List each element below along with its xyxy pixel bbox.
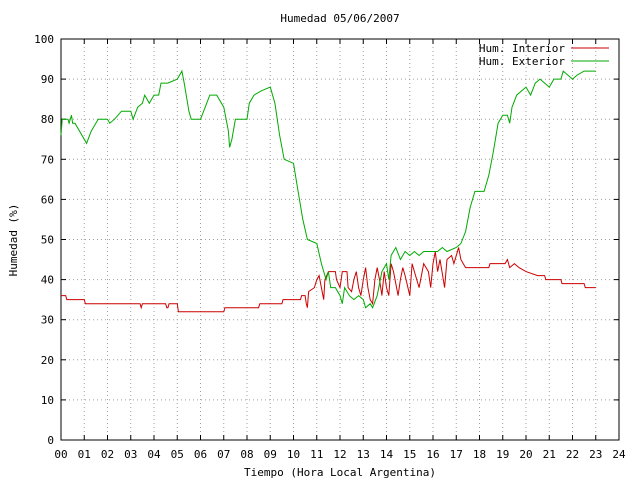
x-tick-label: 08 (240, 448, 253, 461)
legend-label: Hum. Exterior (479, 55, 565, 68)
y-tick-label: 0 (47, 434, 54, 447)
x-tick-label: 17 (450, 448, 463, 461)
x-tick-label: 18 (473, 448, 486, 461)
x-tick-label: 04 (147, 448, 161, 461)
x-tick-label: 19 (496, 448, 509, 461)
series-line-exterior (60, 69, 596, 309)
x-tick-label: 10 (287, 448, 300, 461)
x-tick-label: 09 (264, 448, 277, 461)
y-tick-label: 30 (41, 314, 54, 327)
series-line-interior (61, 247, 596, 313)
x-tick-label: 16 (426, 448, 439, 461)
y-axis-label: Humedad (%) (7, 204, 20, 277)
y-tick-label: 10 (41, 394, 54, 407)
x-tick-label: 00 (54, 448, 67, 461)
x-tick-label: 23 (589, 448, 602, 461)
x-tick-label: 13 (357, 448, 370, 461)
x-tick-label: 14 (380, 448, 394, 461)
x-tick-label: 15 (403, 448, 416, 461)
x-axis-label: Tiempo (Hora Local Argentina) (244, 466, 436, 479)
x-tick-label: 01 (78, 448, 91, 461)
legend-label: Hum. Interior (479, 42, 565, 55)
chart-title: Humedad 05/06/2007 (280, 12, 399, 25)
x-tick-label: 20 (519, 448, 532, 461)
y-tick-label: 60 (41, 193, 54, 206)
grid-lines (61, 39, 619, 440)
x-tick-label: 02 (101, 448, 114, 461)
x-tick-label: 06 (194, 448, 207, 461)
y-tick-label: 20 (41, 354, 54, 367)
y-tick-label: 50 (41, 234, 54, 247)
y-tick-label: 80 (41, 113, 54, 126)
x-tick-label: 11 (310, 448, 323, 461)
y-axis-ticks: 0 10 20 30 40 50 60 70 80 90 100 (34, 33, 619, 447)
x-tick-label: 24 (612, 448, 626, 461)
series-layer (60, 69, 596, 313)
x-axis-ticks: 00 01 02 03 04 05 06 07 08 09 10 11 12 13 14 15 16 17 18 19… (54, 39, 626, 461)
y-tick-label: 70 (41, 153, 54, 166)
x-tick-label: 22 (566, 448, 579, 461)
x-tick-label: 12 (333, 448, 346, 461)
y-tick-label: 90 (41, 73, 54, 86)
y-tick-label: 40 (41, 274, 54, 287)
x-tick-label: 07 (217, 448, 230, 461)
x-tick-label: 21 (543, 448, 556, 461)
x-tick-label: 05 (171, 448, 184, 461)
y-tick-label: 100 (34, 33, 54, 46)
x-tick-label: 03 (124, 448, 137, 461)
